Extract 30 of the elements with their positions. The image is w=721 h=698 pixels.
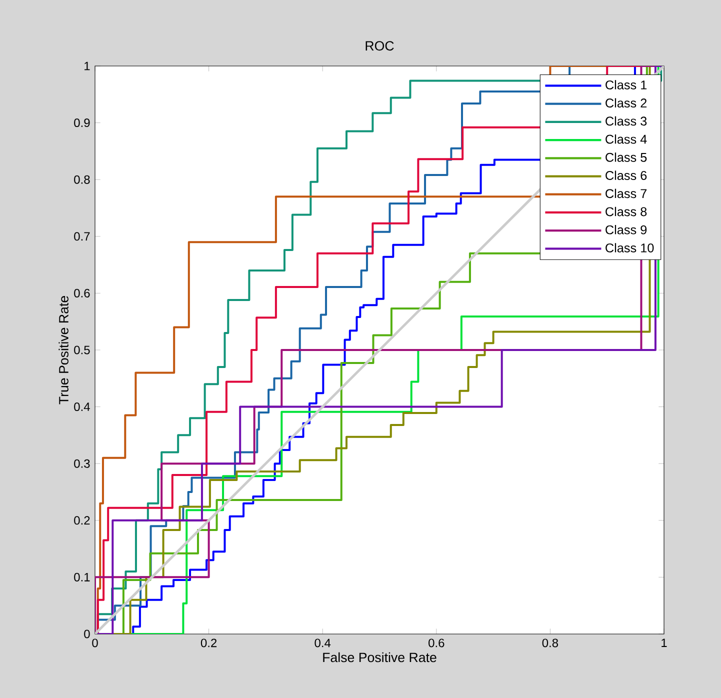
y-tick-label: 0.5 — [74, 346, 90, 354]
y-tick-label: 0 — [84, 630, 90, 638]
y-tick-label: 0.4 — [74, 402, 90, 412]
y-tick-label: 0.7 — [74, 232, 90, 241]
x-tick-label: 0.6 — [428, 638, 444, 648]
legend-label: Class 3 — [606, 116, 647, 126]
x-tick-label: 1 — [662, 638, 667, 647]
chart-title: ROC — [366, 41, 394, 51]
y-tick-label: 0.2 — [74, 516, 90, 525]
y-tick-label: 0.8 — [74, 175, 90, 184]
y-tick-label: 0.6 — [74, 288, 90, 298]
legend-label: Class 10 — [606, 243, 654, 252]
y-tick-label: 0.9 — [74, 118, 90, 128]
legend-label: Class 1 — [606, 80, 647, 90]
x-axis-title: False Positive Rate — [323, 652, 436, 662]
legend-label: Class 8 — [606, 206, 647, 216]
y-tick-label: 0.1 — [74, 572, 90, 582]
y-tick-label: 1 — [84, 62, 90, 70]
legend-label: Class 2 — [606, 98, 647, 108]
x-tick-label: 0 — [92, 638, 98, 648]
x-tick-label: 0.8 — [542, 638, 558, 648]
y-tick-label: 0.3 — [74, 459, 90, 468]
legend-label: Class 4 — [606, 134, 647, 144]
x-tick-label: 0.2 — [200, 638, 217, 648]
legend-label: Class 9 — [606, 225, 647, 234]
legend-label: Class 7 — [606, 188, 647, 198]
x-tick-label: 0.4 — [314, 638, 331, 648]
legend-label: Class 6 — [606, 170, 647, 180]
legend-label: Class 5 — [606, 152, 647, 162]
y-axis-title: True Positive Rate — [58, 296, 68, 404]
